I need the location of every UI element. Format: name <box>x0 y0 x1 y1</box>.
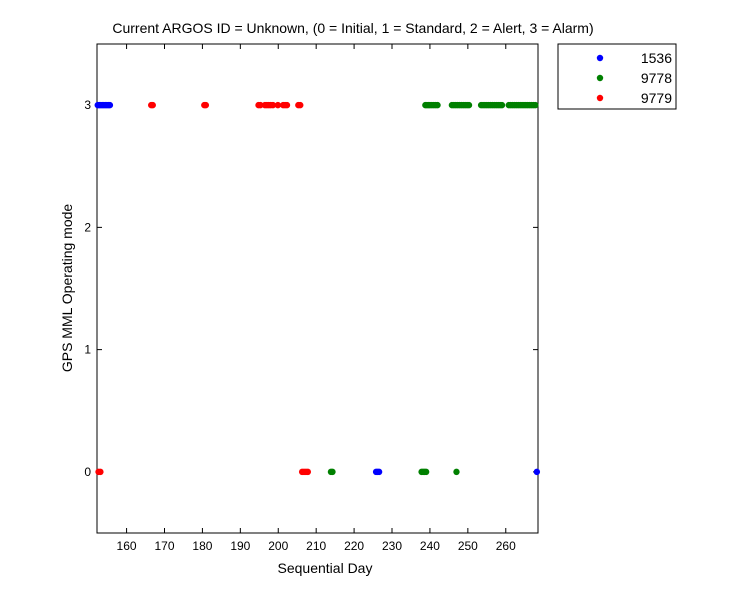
data-point <box>329 468 336 476</box>
legend-label: 9778 <box>641 70 672 86</box>
data-point <box>97 468 104 476</box>
x-tick-label: 230 <box>382 539 402 553</box>
data-point <box>498 101 506 109</box>
data-point <box>533 468 541 476</box>
legend-marker <box>596 94 604 102</box>
y-axis-label: GPS MML Operating mode <box>59 204 75 373</box>
data-point <box>465 101 473 109</box>
data-point <box>257 101 264 109</box>
x-tick-label: 210 <box>306 539 326 553</box>
x-tick-label: 200 <box>268 539 288 553</box>
x-tick-label: 170 <box>154 539 174 553</box>
series-9779 <box>95 101 312 476</box>
series-1536 <box>94 101 541 476</box>
plot-area <box>96 43 539 534</box>
data-point <box>532 101 539 109</box>
data-point <box>274 101 282 109</box>
y-tick-label: 2 <box>84 220 91 234</box>
data-point <box>269 101 277 109</box>
data-point <box>434 101 441 109</box>
data-point <box>106 101 114 109</box>
x-tick-label: 220 <box>344 539 364 553</box>
data-point <box>149 101 156 109</box>
y-tick-label: 1 <box>84 343 91 357</box>
x-axis-label: Sequential Day <box>278 560 373 576</box>
y-tick-label: 0 <box>84 465 91 479</box>
x-tick-label: 190 <box>230 539 250 553</box>
legend-label: 9779 <box>641 90 672 106</box>
x-tick-label: 260 <box>496 539 516 553</box>
data-points <box>94 101 541 476</box>
data-point <box>453 468 460 476</box>
legend-box <box>557 43 677 110</box>
legend: 1536 9778 9779 <box>557 43 677 110</box>
data-point <box>202 101 210 109</box>
chart-title: Current ARGOS ID = Unknown, (0 = Initial… <box>112 20 593 36</box>
legend-label: 1536 <box>641 50 672 66</box>
x-tick-label: 180 <box>192 539 212 553</box>
axis-ticks: 160 170 180 190 200 210 220 230 240 250 260 0 1 2 3 <box>84 44 538 553</box>
x-tick-label: 160 <box>117 539 137 553</box>
series-9778 <box>327 101 539 476</box>
x-tick-label: 250 <box>458 539 478 553</box>
y-tick-label: 3 <box>84 98 91 112</box>
legend-marker <box>596 54 604 62</box>
data-point <box>304 468 312 476</box>
data-point <box>283 101 291 109</box>
data-point <box>375 468 383 476</box>
data-point <box>297 101 304 109</box>
data-point <box>422 468 430 476</box>
plot-frame <box>96 43 539 534</box>
legend-marker <box>596 74 604 82</box>
x-tick-label: 240 <box>420 539 440 553</box>
